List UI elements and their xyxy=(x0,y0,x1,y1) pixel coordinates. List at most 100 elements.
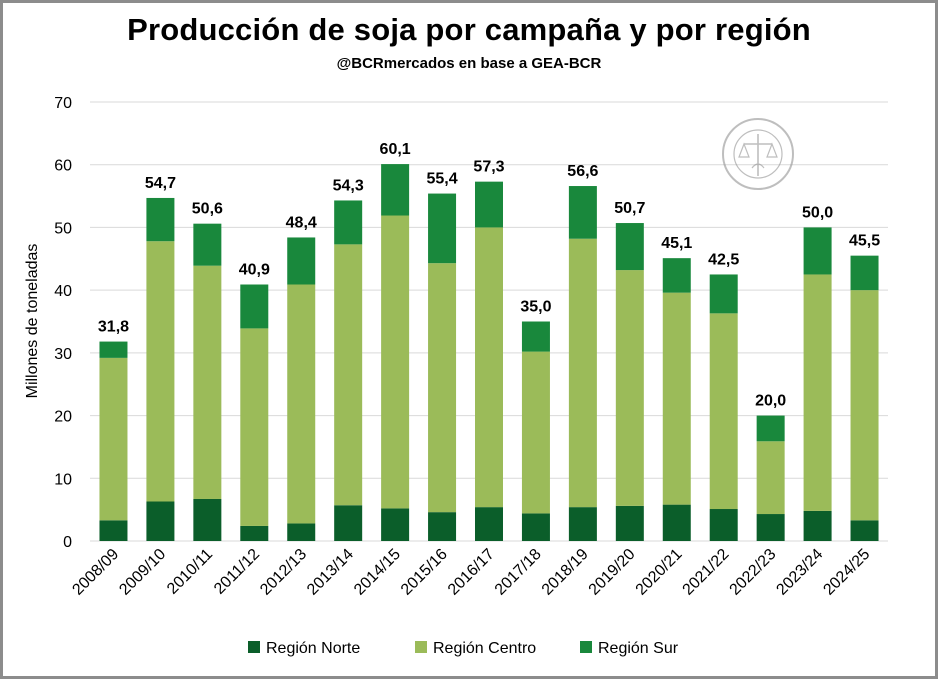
bar-segment-region-sur xyxy=(709,274,738,314)
bar-segment-region-sur xyxy=(568,186,597,239)
bar-segment-region-norte xyxy=(803,510,832,541)
bar-segment-region-norte xyxy=(662,504,691,541)
x-tick-label: 2008/09 xyxy=(69,546,122,599)
bar-segment-region-centro xyxy=(193,265,222,499)
bar-segment-region-centro xyxy=(615,270,644,506)
bar-segment-region-centro xyxy=(803,274,832,511)
legend-swatch xyxy=(580,641,592,653)
total-data-label: 60,1 xyxy=(380,141,411,158)
total-data-label: 45,1 xyxy=(661,235,692,252)
legend: Región Norte Región Centro Región Sur xyxy=(248,640,679,657)
bar-segment-region-centro xyxy=(334,244,363,506)
bar-segment-region-sur xyxy=(521,321,550,352)
bar-segment-region-norte xyxy=(99,520,128,541)
total-data-label: 54,3 xyxy=(333,177,364,194)
bar-segment-region-norte xyxy=(521,513,550,541)
bar-segment-region-norte xyxy=(240,525,269,541)
bar-segment-region-norte xyxy=(850,520,879,541)
bar-segment-region-sur xyxy=(850,255,879,291)
bar-segment-region-centro xyxy=(521,351,550,514)
total-data-label: 54,7 xyxy=(145,175,176,192)
total-data-label: 48,4 xyxy=(286,214,317,231)
x-axis-ticks: 2008/092009/102010/112011/122012/132013/… xyxy=(69,546,873,599)
x-tick-label: 2016/17 xyxy=(445,546,498,599)
bar-segment-region-sur xyxy=(756,415,785,442)
x-tick-label: 2020/21 xyxy=(633,546,686,599)
x-tick-label: 2017/18 xyxy=(492,546,545,599)
legend-label: Región Norte xyxy=(266,640,360,657)
y-tick-label: 20 xyxy=(54,409,72,426)
bar-segment-region-sur xyxy=(475,181,503,228)
x-tick-label: 2014/15 xyxy=(351,546,404,599)
bar-segment-region-sur xyxy=(428,193,457,264)
bars xyxy=(99,164,879,541)
bar-segment-region-sur xyxy=(662,258,691,293)
bar-segment-region-sur xyxy=(240,284,269,329)
total-data-label: 35,0 xyxy=(520,299,551,316)
y-axis-ticks: 0 10 20 30 40 50 60 70 xyxy=(54,95,72,551)
x-tick-label: 2015/16 xyxy=(398,546,451,599)
y-tick-label: 0 xyxy=(63,534,72,551)
x-tick-label: 2010/11 xyxy=(164,546,216,598)
x-tick-label: 2012/13 xyxy=(257,546,310,599)
bar-segment-region-norte xyxy=(428,512,457,541)
bar-segment-region-sur xyxy=(287,237,316,285)
bar-segment-region-sur xyxy=(193,223,222,266)
bar-segment-region-centro xyxy=(568,238,597,508)
total-data-label: 50,6 xyxy=(192,201,223,218)
bar-segment-region-norte xyxy=(568,507,597,541)
total-data-label: 55,4 xyxy=(426,171,457,188)
total-data-label: 50,0 xyxy=(802,204,833,221)
bar-segment-region-sur xyxy=(803,227,832,275)
total-data-label: 31,8 xyxy=(98,319,129,336)
bar-segment-region-centro xyxy=(146,241,175,502)
bar-segment-region-sur xyxy=(615,223,644,271)
x-tick-label: 2009/10 xyxy=(116,546,169,599)
x-tick-label: 2024/25 xyxy=(820,546,873,599)
total-data-label: 40,9 xyxy=(239,261,270,278)
bar-segment-region-sur xyxy=(99,341,128,358)
bar-segment-region-sur xyxy=(381,164,410,216)
x-tick-label: 2019/20 xyxy=(586,546,639,599)
legend-label: Región Centro xyxy=(433,640,536,657)
total-data-label: 57,3 xyxy=(473,159,504,176)
x-tick-label: 2021/22 xyxy=(680,546,733,599)
bar-segment-region-norte xyxy=(287,523,316,541)
total-data-label: 50,7 xyxy=(614,200,645,217)
bar-segment-region-sur xyxy=(146,197,175,242)
bar-segment-region-norte xyxy=(709,509,738,541)
chart-subtitle: @BCRmercados en base a GEA-BCR xyxy=(336,55,602,72)
chart-title: Producción de soja por campaña y por reg… xyxy=(127,12,811,47)
bar-segment-region-norte xyxy=(334,505,363,541)
legend-label: Región Sur xyxy=(598,640,679,657)
x-tick-label: 2018/19 xyxy=(539,546,592,599)
x-tick-label: 2023/24 xyxy=(773,546,826,599)
x-tick-label: 2013/14 xyxy=(304,546,357,599)
bar-segment-region-centro xyxy=(709,313,738,510)
total-data-label: 56,6 xyxy=(567,163,598,180)
x-tick-label: 2011/12 xyxy=(211,546,263,598)
bar-segment-region-centro xyxy=(475,227,503,508)
bar-segment-region-norte xyxy=(615,505,644,541)
y-tick-label: 70 xyxy=(54,95,72,112)
legend-swatch xyxy=(415,641,427,653)
bar-segment-region-sur xyxy=(334,200,363,245)
bar-segment-region-norte xyxy=(475,507,503,541)
bar-segment-region-centro xyxy=(850,290,879,521)
bar-segment-region-norte xyxy=(146,501,175,541)
bar-segment-region-norte xyxy=(381,508,410,541)
bar-segment-region-centro xyxy=(381,215,410,509)
bar-segment-region-norte xyxy=(193,498,222,541)
data-labels: 31,8 54,7 50,6 40,9 48,4 54,3 60,1 55,4 57,3 35,0… xyxy=(98,141,880,409)
legend-swatch xyxy=(248,641,260,653)
y-tick-label: 60 xyxy=(54,158,72,175)
bar-segment-region-centro xyxy=(756,441,785,515)
bar-segment-region-centro xyxy=(99,357,128,521)
bar-segment-region-centro xyxy=(240,328,269,526)
total-data-label: 45,5 xyxy=(849,233,880,250)
bcr-seal-icon xyxy=(722,118,794,190)
total-data-label: 20,0 xyxy=(755,393,786,410)
bar-segment-region-centro xyxy=(428,263,457,513)
y-tick-label: 10 xyxy=(54,471,72,488)
